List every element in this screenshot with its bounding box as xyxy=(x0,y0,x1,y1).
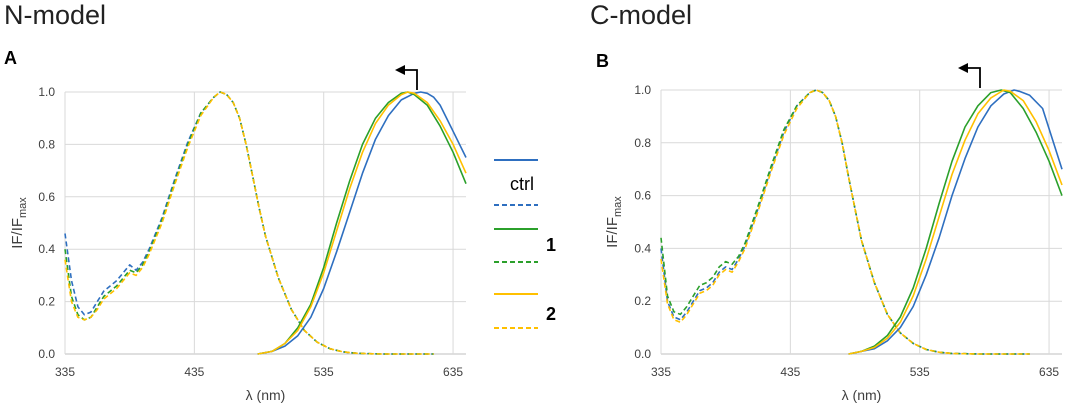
y-tick-label: 0.8 xyxy=(38,137,55,151)
panel-label-b: B xyxy=(596,51,609,71)
series-ctrl-dashed-line xyxy=(660,89,1030,355)
shift-arrow-head xyxy=(958,63,968,73)
x-tick-label: 335 xyxy=(55,365,75,379)
series-2-solid-line xyxy=(257,91,467,355)
y-tick-label: 0.0 xyxy=(38,347,55,361)
x-tick-label: 635 xyxy=(1039,365,1059,379)
shift-arrow-shaft xyxy=(966,67,981,88)
series-1-dashed-line xyxy=(660,89,1030,355)
x-tick-label: 635 xyxy=(443,365,463,379)
y-tick-label: 1.0 xyxy=(38,85,55,99)
y-tick-label: 0.6 xyxy=(634,189,651,203)
legend-1-label: 1 xyxy=(546,235,556,255)
series-1-solid-line xyxy=(848,89,1063,355)
x-tick-label: 435 xyxy=(780,365,800,379)
chart-panel-a: A 0.0 0.2 0.4 0.6 0.8 1.0 335 435 535 635 λ (nm) IF/… xyxy=(4,48,467,403)
x-tick-label: 435 xyxy=(184,365,204,379)
shift-arrow-shaft xyxy=(403,69,418,90)
y-tick-label: 0.2 xyxy=(634,294,651,308)
y-tick-label: 0.8 xyxy=(634,136,651,150)
series-2-dashed-line xyxy=(660,89,1030,355)
series-2-solid-line xyxy=(848,89,1063,355)
legend-2-label: 2 xyxy=(546,304,556,324)
panel-label-a: A xyxy=(4,48,17,68)
y-tick-label: 0.4 xyxy=(38,242,55,256)
c-model-title: C-model xyxy=(590,0,692,30)
y-tick-label: 0.6 xyxy=(38,190,55,204)
y-tick-label: 0.2 xyxy=(38,295,55,309)
series-ctrl-solid-line xyxy=(848,89,1063,355)
y-axis-label: IF/IFmax xyxy=(9,197,29,249)
chart-panel-b: B 0.0 0.2 0.4 0.6 0.8 1.0 335 435 535 635 λ (nm) IF/… xyxy=(596,51,1063,403)
x-axis-label: λ (nm) xyxy=(842,387,882,403)
y-tick-label: 1.0 xyxy=(634,83,651,97)
series-1-dashed-line xyxy=(64,91,434,355)
shift-arrow-head xyxy=(395,65,405,75)
x-axis-label: λ (nm) xyxy=(246,387,286,403)
x-tick-label: 535 xyxy=(910,365,930,379)
n-model-title: N-model xyxy=(4,0,106,30)
series-ctrl-dashed-line xyxy=(64,91,434,355)
x-tick-label: 335 xyxy=(651,365,671,379)
series-ctrl-solid-line xyxy=(257,91,467,355)
series-1-solid-line xyxy=(257,91,467,355)
legend-ctrl-label: ctrl xyxy=(510,174,534,194)
y-tick-label: 0.0 xyxy=(634,347,651,361)
x-tick-label: 535 xyxy=(314,365,334,379)
series-2-dashed-line xyxy=(64,91,434,355)
legend: ctrl 1 2 xyxy=(494,159,556,329)
y-tick-label: 0.4 xyxy=(634,241,651,255)
y-axis-label: IF/IFmax xyxy=(604,196,624,248)
